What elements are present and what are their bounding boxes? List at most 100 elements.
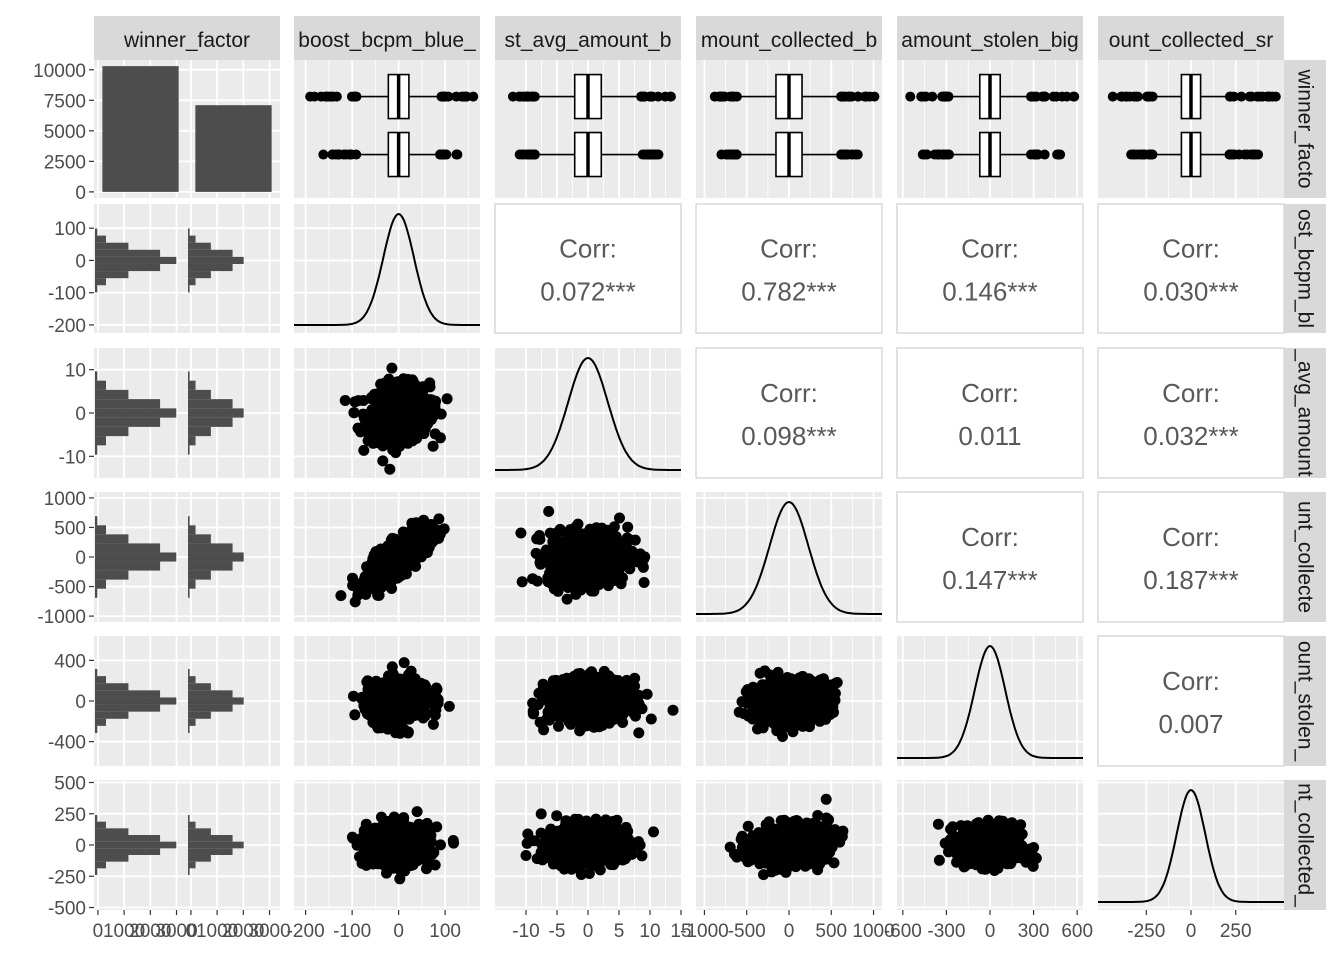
density-2 (495, 356, 681, 471)
boxplot-outlier (333, 149, 344, 160)
histogram-bar (188, 815, 190, 822)
histogram-bar (188, 256, 244, 264)
x-tick-label: 2000 (129, 921, 171, 942)
histogram-bar (188, 445, 190, 455)
scatter-point (630, 702, 642, 714)
density-4 (897, 644, 1083, 759)
x-tick-label: -250 (1127, 921, 1165, 942)
histogram-bar (95, 445, 98, 455)
histogram-3 (95, 516, 244, 598)
scatter-point (339, 395, 351, 406)
column-strip-label: winner_factor (123, 29, 250, 52)
boxplot-outlier (1264, 91, 1275, 102)
row-strip-0: winner_facto (1284, 60, 1326, 198)
boxplot-outlier (1132, 91, 1143, 102)
histogram-bar (188, 855, 211, 862)
panel-background (294, 60, 480, 198)
y-tick-label: 10 (65, 361, 86, 382)
scatter-point (382, 723, 394, 735)
histogram-bar (95, 725, 98, 733)
histogram-bar (188, 828, 211, 835)
histogram-bar (95, 228, 98, 236)
boxplot-5 (1107, 73, 1281, 178)
scatter-point (538, 724, 550, 736)
x-tick-label: 600 (1061, 921, 1093, 942)
histogram-bar (188, 436, 196, 446)
row-strip-2: _avg_amount (1284, 348, 1326, 478)
scatter-point (371, 435, 382, 447)
boxplot-outlier (1068, 91, 1079, 102)
histogram-bar (95, 389, 129, 400)
scatter-point (574, 725, 586, 737)
scatter-point (379, 414, 391, 426)
histogram-bar (188, 841, 244, 849)
histogram-bar (188, 516, 190, 526)
scatter-point (527, 573, 539, 585)
histogram-bar (95, 690, 161, 698)
histogram-bar (188, 278, 196, 286)
x-tick-label: -500 (728, 921, 766, 942)
histogram-bar (188, 570, 211, 580)
x-tick-label: 1000 (852, 921, 894, 942)
histogram-bar (95, 371, 98, 381)
scatter-point (396, 420, 407, 432)
scatter-point (527, 697, 539, 709)
histogram-bar (188, 848, 233, 855)
boxplot-outlier (346, 91, 357, 102)
x-tick-label: 10 (639, 921, 660, 942)
panel-0-1 (294, 60, 480, 198)
scatter-point (605, 550, 617, 562)
panel-background (294, 204, 480, 333)
x-tick-label: 300 (1018, 921, 1050, 942)
histogram-bar (95, 861, 107, 869)
histogram-bar (95, 436, 107, 446)
panel-4-5 (1097, 635, 1285, 767)
column-strip-4: amount_stolen_big (897, 16, 1083, 60)
corr-panel-frame (1097, 635, 1285, 767)
boxplot-outlier (649, 149, 660, 160)
column-strip-label: ount_collected_sr (1109, 29, 1274, 52)
column-strips: winner_factor boost_bcpm_blue_ st_avg_amou… (94, 16, 1284, 60)
scatter-point (400, 544, 412, 556)
scatter-point (553, 535, 564, 547)
histogram-bar (95, 855, 129, 862)
histogram-bar (95, 417, 161, 427)
boxplot-outlier (1048, 91, 1059, 102)
scatter-point (413, 419, 425, 431)
histogram-bar (95, 841, 177, 849)
scatter-point (395, 409, 407, 421)
y-tick-label: 0 (75, 183, 86, 204)
histogram-bar (188, 380, 196, 390)
panel-1-3 (695, 203, 883, 334)
boxplot-outlier (1057, 91, 1068, 102)
histogram-5 (95, 815, 244, 875)
x-tick-label: 0 (784, 921, 795, 942)
strip-background (1284, 348, 1326, 478)
row-strip-5: nt_collected_ (1284, 780, 1326, 910)
column-strip-label: amount_stolen_big (901, 29, 1078, 52)
scatter-point (585, 585, 597, 597)
scatter-point (542, 576, 554, 588)
scatter-point (641, 688, 653, 700)
y-tick-label: 0 (75, 692, 86, 713)
scatter-point (411, 432, 423, 444)
histogram-bar (188, 285, 190, 293)
boxplot-outlier (727, 91, 738, 102)
scatter-point (585, 543, 597, 554)
strip-background (1284, 492, 1326, 622)
scatter-point (592, 708, 604, 720)
histogram-bar (188, 588, 190, 598)
density-curve (1098, 788, 1284, 903)
histogram-bar (188, 408, 244, 418)
scatter-point (555, 572, 567, 583)
histogram-bar (188, 271, 211, 279)
scatter-point (348, 690, 359, 702)
scatter-point (540, 681, 552, 693)
scatter-point (581, 702, 593, 714)
scatter-point (406, 517, 418, 529)
x-tick-label: 15 (670, 921, 691, 942)
y-tick-label: 10000 (33, 61, 86, 82)
boxplot-outlier (440, 91, 451, 102)
row-strip-1: ost_bcpm_bl (1284, 204, 1326, 333)
y-tick-label: -1000 (37, 607, 86, 628)
